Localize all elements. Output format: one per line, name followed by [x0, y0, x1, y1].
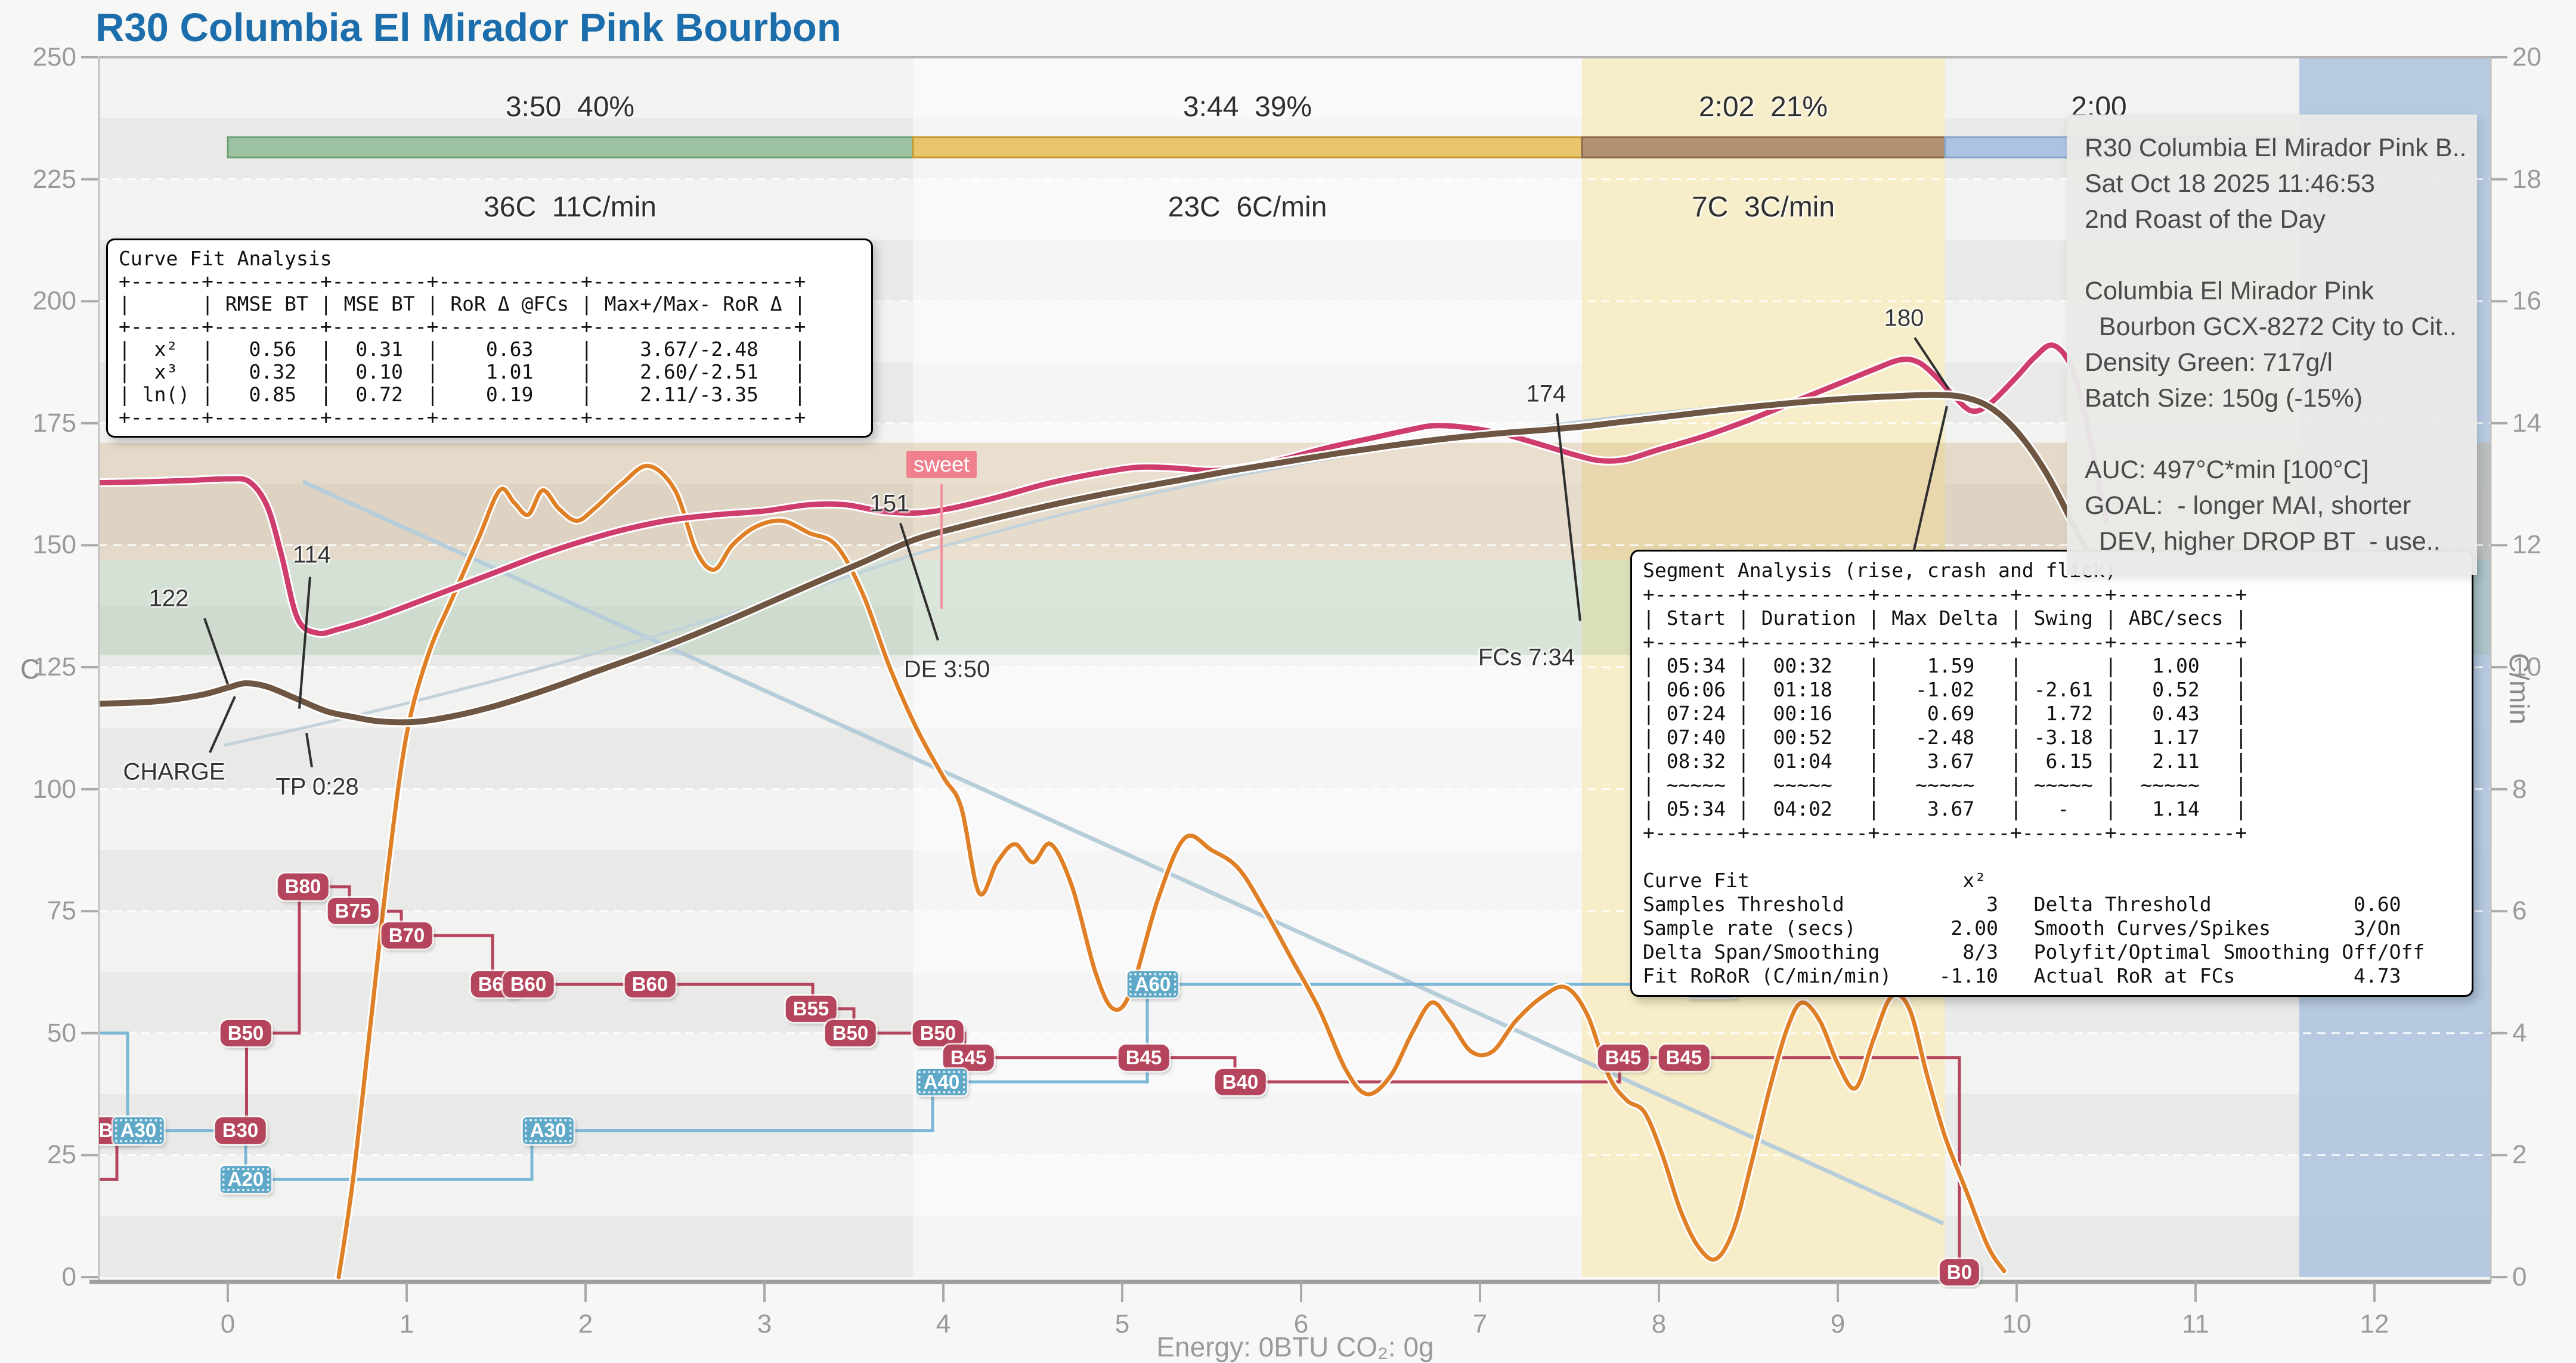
y-right-tick-label: 16 [2512, 286, 2541, 316]
y-right-tick-label: 10 [2512, 652, 2541, 682]
x-tick-label: 10 [2002, 1309, 2032, 1339]
burner-event-marker-b50: B50 [825, 1020, 876, 1046]
ror-fit-guide-line [302, 479, 1945, 1226]
annotation-151: 151 [869, 490, 910, 517]
phase-time-development: 2:02 21% [1698, 91, 1828, 123]
x-tick-label: 2 [578, 1309, 593, 1339]
phase-rate-development: 7C 3C/min [1691, 191, 1835, 223]
annotation-line [203, 618, 229, 685]
annotation-de-3-50: DE 3:50 [903, 656, 990, 683]
phase-time-drying: 3:50 40% [505, 91, 635, 123]
annotation-line [305, 733, 313, 768]
phase-bar-segment-2 [1581, 136, 1946, 159]
y-left-tick-label: 125 [32, 652, 76, 682]
y-right-tick-label: 18 [2512, 164, 2541, 194]
burner-event-marker-b75: B75 [327, 898, 379, 925]
burner-event-marker-b45: B45 [1118, 1044, 1169, 1071]
y-left-tick-label: 225 [32, 164, 76, 194]
air-event-marker-a20: A20 [220, 1166, 271, 1193]
annotation-charge: CHARGE [123, 758, 225, 785]
x-axis-energy-label: Energy: 0BTU CO₂: 0g [1156, 1331, 1434, 1362]
burner-event-marker-b45: B45 [1597, 1044, 1649, 1071]
annotation-114: 114 [293, 541, 331, 568]
curve-fit-analysis-box[interactable]: Curve Fit Analysis +------+---------+---… [106, 238, 873, 438]
phase-rate-maillard: 23C 6C/min [1168, 191, 1327, 223]
y-right-tick-label: 12 [2512, 530, 2541, 560]
y-left-tick-label: 250 [32, 42, 76, 72]
burner-event-marker-b0: B0 [1939, 1259, 1980, 1285]
x-tick-label: 3 [757, 1309, 772, 1339]
burner-event-marker-b60: B60 [503, 971, 554, 998]
burner-event-marker-b45: B45 [943, 1044, 994, 1071]
sweet-event-label: sweet [906, 451, 977, 479]
y-left-tick-label: 175 [32, 408, 76, 438]
y-left-tick-label: 100 [32, 774, 76, 804]
annotation-180: 180 [1884, 305, 1924, 332]
burner-event-marker-b40: B40 [1215, 1068, 1266, 1095]
y-right-tick-label: 2 [2512, 1140, 2527, 1170]
ror-curve [336, 463, 2007, 1280]
y-left-tick-label: 50 [47, 1018, 76, 1048]
y-right-tick-label: 20 [2512, 42, 2541, 72]
phase-bar-segment-1 [912, 136, 1583, 159]
air-event-marker-a60: A60 [1127, 971, 1178, 998]
x-tick-label: 1 [399, 1309, 414, 1339]
roast-title: R30 Columbia El Mirador Pink Bourbon [95, 5, 841, 50]
burner-event-marker-b50: B50 [220, 1020, 271, 1046]
x-tick-label: 7 [1472, 1309, 1488, 1339]
annotation-line [298, 577, 311, 709]
x-tick-label: 9 [1830, 1309, 1846, 1339]
segment-analysis-text: Segment Analysis (rise, crash and flick)… [1643, 559, 2425, 987]
y-left-tick-label: 75 [47, 896, 76, 926]
x-tick-label: 0 [220, 1309, 236, 1339]
y-left-tick-label: 0 [61, 1262, 76, 1291]
annotation-line [899, 522, 939, 641]
segment-analysis-box[interactable]: Segment Analysis (rise, crash and flick)… [1630, 550, 2473, 997]
roast-properties-box[interactable]: R30 Columbia El Mirador Pink B.. Sat Oct… [2067, 114, 2477, 575]
burner-event-marker-b30: B30 [215, 1117, 266, 1144]
y-right-tick-label: 14 [2512, 408, 2541, 438]
y-left-tick-label: 25 [47, 1140, 76, 1170]
x-tick-label: 5 [1114, 1309, 1130, 1339]
y-left-tick-label: 150 [32, 530, 76, 560]
y-right-tick-label: 0 [2512, 1262, 2527, 1291]
annotation-line [1914, 337, 1950, 390]
air-event-marker-a30: A30 [113, 1117, 164, 1144]
burner-event-marker-b70: B70 [381, 922, 432, 949]
air-event-marker-a30: A30 [522, 1117, 574, 1144]
annotation-line [1556, 413, 1581, 621]
phase-time-maillard: 3:44 39% [1182, 91, 1312, 123]
annotation-122: 122 [148, 585, 189, 612]
annotation-174: 174 [1526, 380, 1566, 407]
burner-event-marker-b50: B50 [912, 1020, 964, 1046]
burner-event-marker-b55: B55 [785, 995, 837, 1023]
curve-fit-analysis-text: Curve Fit Analysis +------+---------+---… [119, 247, 806, 429]
annotation-line [209, 696, 236, 754]
y-left-tick-label: 200 [32, 286, 76, 316]
y-right-tick-label: 8 [2512, 774, 2527, 804]
x-tick-label: 6 [1293, 1309, 1309, 1339]
x-tick-label: 11 [2182, 1309, 2209, 1339]
annotation-fcs-7-34: FCs 7:34 [1478, 644, 1575, 671]
burner-event-marker-b80: B80 [277, 873, 329, 900]
x-tick-label: 8 [1651, 1309, 1667, 1339]
x-tick-label: 4 [936, 1309, 951, 1339]
phase-rate-drying: 36C 11C/min [484, 191, 657, 223]
roast-properties-text: R30 Columbia El Mirador Pink B.. Sat Oct… [2085, 134, 2467, 556]
phase-bar-segment-0 [227, 136, 914, 159]
burner-event-marker-b45: B45 [1658, 1044, 1710, 1071]
annotation-tp-0-28: TP 0:28 [275, 773, 359, 800]
y-right-tick-label: 6 [2512, 896, 2527, 926]
burner-event-marker-b60: B60 [624, 971, 676, 998]
y-axis-unit-left: C [20, 653, 41, 684]
y-right-tick-label: 4 [2512, 1018, 2527, 1048]
bt-curve [99, 392, 2100, 726]
air-event-marker-a40: A40 [916, 1068, 967, 1095]
x-tick-label: 12 [2360, 1309, 2389, 1339]
